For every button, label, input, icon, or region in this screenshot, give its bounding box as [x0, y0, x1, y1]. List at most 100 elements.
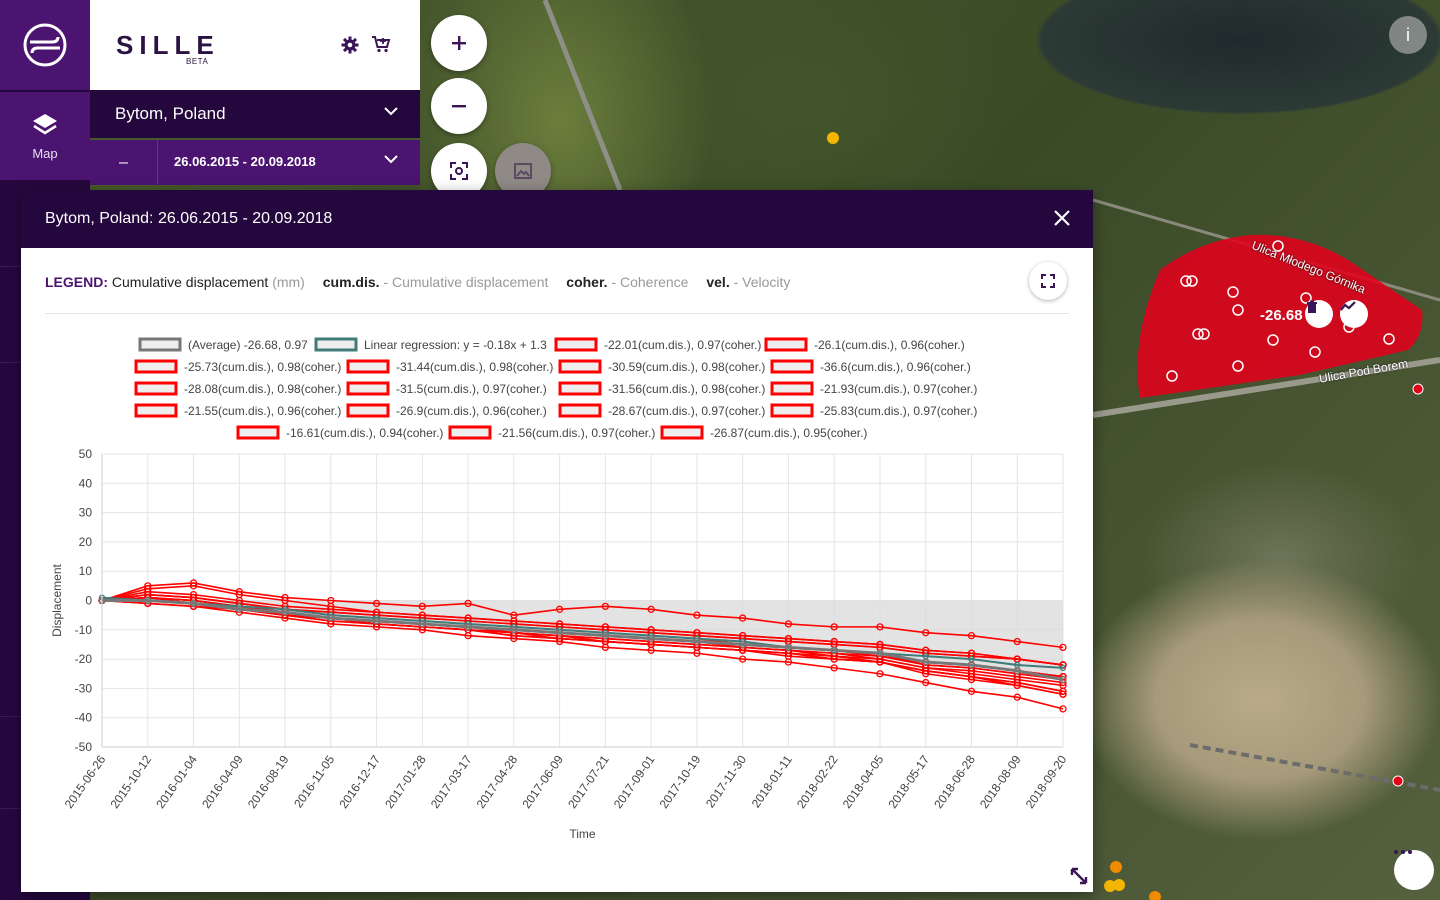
date-mode-toggle[interactable]: –	[90, 140, 158, 185]
series-point	[967, 661, 976, 669]
series-point	[189, 579, 198, 587]
series-point	[189, 599, 198, 608]
legend-swatch	[554, 337, 598, 352]
legend-entry: -25.73(cum.dis.), 0.98(coher.)	[184, 360, 341, 374]
measurement-point[interactable]	[1113, 879, 1125, 891]
legend-swatch	[346, 381, 390, 396]
legend-entry: -28.67(cum.dis.), 0.97(coher.)	[608, 404, 765, 418]
zoom-in-button[interactable]	[431, 15, 487, 71]
legend-desc: - Coherence	[611, 274, 689, 290]
legend-entry: Linear regression: y = -0.18x + 1.3	[364, 338, 547, 352]
basemap-button[interactable]	[495, 143, 551, 199]
measurement-area[interactable]	[1137, 234, 1423, 398]
area-value-label: -26.68	[1260, 307, 1303, 324]
x-tick-label: 2016-08-19	[245, 752, 292, 811]
trend-line-icon	[1340, 301, 1356, 311]
shopping-cart-icon[interactable]	[371, 35, 391, 53]
y-tick-label: -50	[75, 740, 93, 754]
series-point	[601, 632, 610, 640]
legend-key-label: LEGEND:	[45, 274, 108, 290]
measurement-point[interactable]	[1104, 880, 1116, 892]
series-point	[144, 596, 152, 605]
location-name: Bytom, Poland	[115, 104, 226, 123]
series-point	[1013, 637, 1021, 646]
series-point	[830, 623, 838, 631]
series-point	[739, 640, 747, 649]
dash-label: –	[119, 153, 128, 171]
series-point	[647, 605, 655, 613]
y-tick-label: 50	[79, 447, 93, 461]
x-tick-label: 2017-04-28	[474, 752, 521, 811]
series-point	[327, 614, 335, 622]
series-point	[1059, 705, 1067, 713]
area-chart-button[interactable]	[1340, 300, 1368, 328]
settings-gear-icon[interactable]	[341, 36, 359, 54]
legend-swatch	[346, 403, 390, 418]
measurement-point[interactable]	[1110, 861, 1122, 873]
x-tick-label: 2018-05-17	[885, 752, 932, 811]
measurement-point[interactable]	[1412, 383, 1424, 395]
x-tick-label: 2018-01-11	[749, 752, 795, 810]
legend-entry: -26.87(cum.dis.), 0.95(coher.)	[710, 426, 867, 440]
map-tab[interactable]: Map	[0, 92, 90, 180]
minus-icon	[452, 105, 466, 108]
legend-abbr: coher.	[566, 274, 608, 290]
series-point	[235, 605, 243, 613]
series-point	[1013, 693, 1021, 701]
layers-icon	[33, 113, 57, 135]
series-point	[1013, 667, 1021, 675]
legend-entry: -30.59(cum.dis.), 0.98(coher.)	[608, 360, 765, 374]
x-tick-label: 2018-09-20	[1023, 752, 1070, 811]
series-line	[101, 593, 1064, 666]
series-point	[418, 602, 426, 611]
more-options-button[interactable]	[1394, 850, 1434, 890]
date-range-selector[interactable]: – 26.06.2015 - 20.09.2018	[90, 140, 420, 185]
legend-swatch	[660, 425, 704, 440]
y-tick-label: -20	[75, 652, 93, 666]
series-point	[281, 608, 289, 616]
legend-swatch	[558, 359, 602, 374]
close-icon[interactable]	[1053, 209, 1071, 227]
info-button[interactable]: i	[1389, 16, 1427, 54]
fullscreen-button[interactable]	[1029, 262, 1067, 300]
more-dots-icon	[1394, 850, 1412, 854]
y-tick-label: 0	[85, 594, 92, 608]
measurement-point[interactable]	[827, 132, 839, 144]
legend-entry: -21.55(cum.dis.), 0.96(coher.)	[184, 404, 341, 418]
legend-entry: -31.44(cum.dis.), 0.98(coher.)	[396, 360, 553, 374]
plus-icon	[452, 36, 466, 50]
x-tick-label: 2017-07-21	[565, 752, 612, 811]
zoom-out-button[interactable]	[431, 78, 487, 134]
legend-swatch	[314, 337, 358, 352]
measurement-point[interactable]	[1392, 775, 1404, 787]
series-point	[922, 658, 930, 666]
x-tick-label: 2017-11-30	[703, 752, 749, 810]
brand-header: SILLE BETA	[90, 0, 420, 90]
legend-swatch	[134, 381, 178, 396]
legend-entry: -25.83(cum.dis.), 0.97(coher.)	[820, 404, 977, 418]
map-road	[542, 0, 623, 191]
series-point	[1059, 673, 1067, 681]
focus-icon	[450, 162, 468, 180]
x-tick-label: 2016-12-17	[336, 752, 383, 811]
series-point	[510, 626, 518, 634]
delete-area-button[interactable]	[1305, 300, 1333, 328]
average-area-fill	[102, 600, 1063, 680]
resize-icon[interactable]	[1069, 866, 1089, 886]
series-point	[327, 596, 335, 605]
series-point	[647, 634, 655, 643]
series-point	[784, 620, 793, 628]
locate-button[interactable]	[431, 143, 487, 199]
measurement-point[interactable]	[1149, 891, 1161, 900]
measurement-points[interactable]	[1166, 240, 1395, 382]
info-icon: i	[1406, 24, 1410, 45]
legend-swatch	[134, 403, 178, 418]
series-point	[1059, 675, 1067, 684]
logo-tile[interactable]	[0, 0, 90, 90]
location-selector[interactable]: Bytom, Poland	[90, 90, 420, 138]
modal-header: Bytom, Poland: 26.06.2015 - 20.09.2018	[21, 190, 1093, 248]
legend-swatch	[346, 359, 390, 374]
series-point	[464, 623, 472, 631]
chevron-down-icon	[384, 155, 398, 164]
